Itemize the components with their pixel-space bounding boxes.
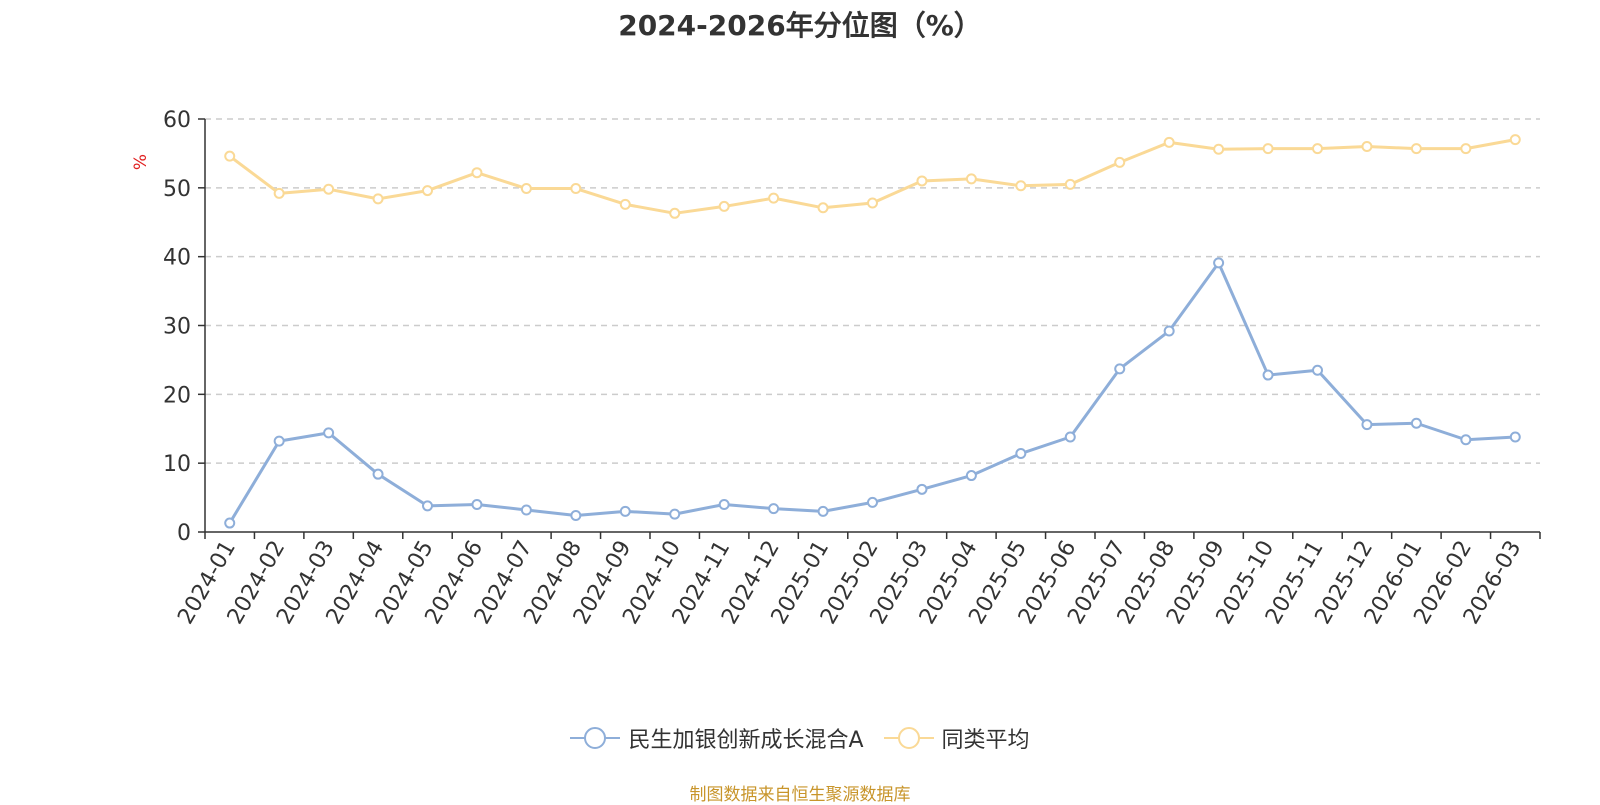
y-tick-label: 30 [163,315,191,340]
series-1-point[interactable] [471,498,483,510]
series-2-point[interactable] [323,183,335,195]
series-2-point[interactable] [619,198,631,210]
grid-lines [205,118,1540,464]
series-1-point[interactable] [273,435,285,447]
chart-title: 2024-2026年分位图（%） [618,9,982,42]
series-2-point[interactable] [1064,178,1076,190]
series-1-point[interactable] [817,505,829,517]
series-2-point[interactable] [1361,141,1373,153]
legend-marker-series-2 [883,727,934,749]
series-1-point[interactable] [1114,363,1126,375]
series-line-1 [228,261,1516,524]
source-note: 制图数据来自恒生聚源数据库 [689,785,911,805]
series-2-point[interactable] [916,175,928,187]
series-1-point[interactable] [422,500,433,512]
series-2-point[interactable] [718,200,730,212]
series-1-point[interactable] [965,470,977,482]
series-2-point[interactable] [1460,143,1472,155]
legend-item-series-1[interactable]: 民生加银创新成长混合A [570,722,864,754]
series-2-point[interactable] [1114,156,1126,168]
y-tick-label: 20 [163,383,191,408]
series-1-point[interactable] [1064,431,1076,443]
series-1-point[interactable] [619,505,631,517]
series-2-point[interactable] [224,150,236,162]
series-2-point[interactable] [273,187,285,199]
series-2-point[interactable] [520,183,532,195]
series-2-point[interactable] [669,207,681,219]
series-2-point[interactable] [1262,143,1274,155]
y-tick-label: 60 [163,108,191,133]
series-2-point[interactable] [570,183,582,195]
series-1-point[interactable] [1410,417,1422,429]
series-2-point[interactable] [1163,136,1175,148]
series-2-point[interactable] [372,193,384,205]
series-1-point[interactable] [1509,431,1521,443]
series-1-point[interactable] [1361,419,1373,431]
series-2-point[interactable] [471,167,483,179]
y-tick-label: 0 [177,521,191,546]
series-1-point[interactable] [1460,434,1472,446]
series-1-point[interactable] [570,509,582,521]
series-2-point[interactable] [867,197,878,209]
legend-label-series-1: 民生加银创新成长混合A [628,728,864,753]
series-1-point[interactable] [1163,325,1175,337]
series-2-point[interactable] [1213,143,1225,155]
series-1-point[interactable] [323,427,335,439]
series-2-point[interactable] [1015,180,1027,192]
series-1-point[interactable] [867,496,878,508]
series-2-point[interactable] [1312,143,1323,155]
series-2-point[interactable] [768,192,780,204]
y-tick-label: 10 [163,452,191,477]
legend-item-series-2[interactable]: 同类平均 [883,722,1030,754]
series-2-point[interactable] [422,185,433,197]
axes: 01020304050602024-012024-022024-032024-0… [163,108,1541,629]
series-1-point[interactable] [768,503,780,515]
legend-marker-series-1 [570,727,621,749]
series-1-point[interactable] [1213,257,1225,269]
series-2-point[interactable] [817,202,829,214]
series-1-point[interactable] [520,504,532,516]
y-tick-label: 40 [163,246,191,271]
legend: 民生加银创新成长混合A 同类平均 [0,722,1600,754]
series-1-point[interactable] [372,468,384,480]
series-1-point[interactable] [669,508,681,520]
y-tick-label: 50 [163,177,191,202]
series-1-point[interactable] [916,483,928,495]
series-lines [224,134,1521,529]
legend-label-series-2: 同类平均 [941,728,1030,753]
series-1-point[interactable] [1015,448,1027,460]
series-2-point[interactable] [965,173,977,185]
series-2-point[interactable] [1509,134,1521,146]
series-1-point[interactable] [1262,369,1274,381]
series-1-point[interactable] [1312,364,1323,376]
series-2-point[interactable] [1410,143,1422,155]
y-axis-label: % [131,154,151,170]
series-1-point[interactable] [224,517,236,529]
series-1-point[interactable] [718,498,730,510]
